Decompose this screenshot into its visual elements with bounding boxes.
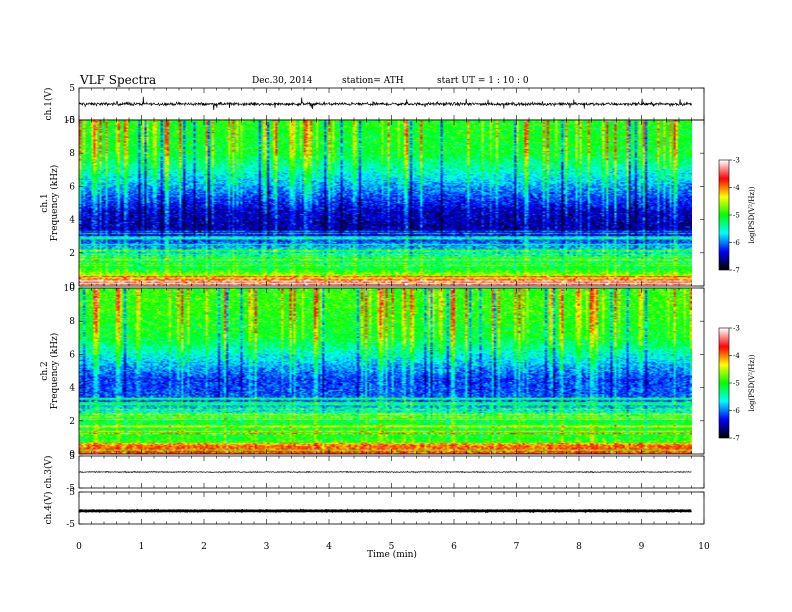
x-tick-label: 9 bbox=[639, 542, 645, 552]
y-tick-label: 6 bbox=[69, 182, 75, 192]
ch1-spectrogram-panel: 0 2 4 6 8 10 ch.1 Frequency (kHz) bbox=[40, 116, 705, 292]
y-axis-label: ch.2 bbox=[40, 361, 50, 380]
ch2_spec-spectrogram-image bbox=[79, 288, 692, 454]
ch2-spectrogram-panel: 0 2 4 6 8 10 ch.2 Frequency (kHz) bbox=[40, 284, 705, 460]
ch1_spec-spectrogram-image bbox=[79, 120, 692, 286]
ch2-colorbar: -3 -4 -5 -6 -7 log(PSD(V²/Hz)) bbox=[718, 325, 756, 443]
ch3-waveform-panel: 5 -5 ch.3(V) bbox=[43, 452, 705, 494]
ch1-colorbar: -3 -4 -5 -6 -7 log(PSD(V²/Hz)) bbox=[718, 157, 756, 275]
colorbar-tick-label: -4 bbox=[733, 184, 740, 192]
y-tick-label: -5 bbox=[66, 116, 75, 126]
colorbar-tick-label: -5 bbox=[733, 212, 740, 220]
colorbar-tick-label: -7 bbox=[733, 267, 740, 275]
y-tick-label: -5 bbox=[66, 484, 75, 494]
colorbar-tick-label: -5 bbox=[733, 380, 740, 388]
y-axis-label: ch.1(V) bbox=[43, 88, 54, 121]
colorbar-gradient bbox=[719, 160, 729, 270]
y-axis-label: ch.3(V) bbox=[43, 456, 54, 489]
colorbar-tick-label: -6 bbox=[733, 407, 740, 415]
y-tick-label: 2 bbox=[69, 249, 75, 259]
colorbar-tick-label: -3 bbox=[733, 157, 740, 165]
x-tick-label: 0 bbox=[76, 542, 82, 552]
y-tick-label: -5 bbox=[66, 520, 75, 530]
y-axis-label: Frequency (kHz) bbox=[49, 165, 60, 242]
y-axis-label: ch.1 bbox=[40, 193, 50, 212]
y-tick-label: 4 bbox=[69, 384, 75, 394]
x-tick-label: 8 bbox=[576, 542, 582, 552]
y-tick-label: 10 bbox=[64, 284, 76, 294]
y-tick-label: 6 bbox=[69, 350, 75, 360]
y-tick-label: 8 bbox=[69, 317, 75, 327]
colorbar-tick-label: -4 bbox=[733, 352, 740, 360]
y-tick-label: 8 bbox=[69, 149, 75, 159]
colorbar-tick-label: -3 bbox=[733, 325, 740, 333]
x-axis-label: Time (min) bbox=[367, 549, 417, 560]
x-tick-label: 7 bbox=[514, 542, 520, 552]
x-tick-label: 10 bbox=[698, 542, 710, 552]
x-tick-label: 5 bbox=[389, 542, 395, 552]
x-tick-label: 2 bbox=[201, 542, 207, 552]
x-tick-label: 3 bbox=[264, 542, 270, 552]
colorbar-label: log(PSD(V²/Hz)) bbox=[748, 354, 756, 411]
x-tick-label: 4 bbox=[326, 542, 332, 552]
date-label: Dec.30, 2014 bbox=[252, 76, 313, 86]
colorbar-label: log(PSD(V²/Hz)) bbox=[748, 186, 756, 243]
station-label: station= ATH bbox=[342, 76, 404, 86]
y-axis-label: Frequency (kHz) bbox=[49, 333, 60, 410]
y-tick-label: 10 bbox=[64, 116, 76, 126]
ch3-waveform-line bbox=[78, 470, 692, 474]
start-ut-label: start UT = 1 : 10 : 0 bbox=[437, 76, 529, 86]
ch1-waveform-line bbox=[78, 96, 692, 111]
y-tick-label: 2 bbox=[69, 417, 75, 427]
colorbar-tick-label: -7 bbox=[733, 435, 740, 443]
y-tick-label: 4 bbox=[69, 216, 75, 226]
ch4-waveform-panel: 5 -5 ch.4(V) bbox=[43, 488, 705, 530]
y-tick-label: 5 bbox=[69, 84, 75, 94]
y-tick-label: 5 bbox=[69, 488, 75, 498]
y-tick-label: 5 bbox=[69, 452, 75, 462]
y-tick-label: 0 bbox=[69, 450, 75, 460]
y-tick-label: 0 bbox=[69, 282, 75, 292]
x-tick-label: 6 bbox=[451, 542, 457, 552]
ch4-waveform-line bbox=[78, 508, 692, 514]
time-axis: 0 1 2 3 4 5 6 7 8 9 10 bbox=[76, 542, 710, 552]
x-tick-label: 1 bbox=[139, 542, 145, 552]
figure-title: VLF Spectra bbox=[79, 73, 156, 87]
colorbar-gradient bbox=[719, 328, 729, 438]
colorbar-tick-label: -6 bbox=[733, 239, 740, 247]
y-axis-label: ch.4(V) bbox=[43, 492, 54, 525]
